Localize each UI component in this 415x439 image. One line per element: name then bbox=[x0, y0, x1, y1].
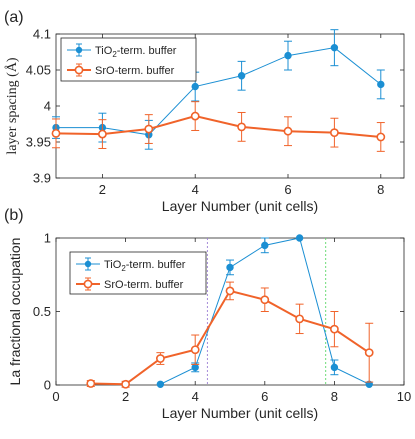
data-point bbox=[295, 234, 304, 242]
data-point bbox=[284, 51, 292, 60]
y-axis-label: La fractional occupation bbox=[7, 238, 23, 386]
x-tick-label: 0 bbox=[52, 389, 59, 404]
y-tick-label: 4 bbox=[44, 99, 51, 114]
data-point bbox=[261, 241, 269, 250]
data-point bbox=[191, 82, 199, 91]
data-point bbox=[98, 129, 107, 139]
legend-marker bbox=[84, 260, 92, 268]
legend-marker bbox=[75, 46, 83, 54]
data-point bbox=[295, 314, 304, 324]
x-tick-label: 8 bbox=[331, 389, 338, 404]
data-point bbox=[330, 363, 339, 372]
y-tick-label: 1 bbox=[44, 231, 51, 246]
data-point bbox=[377, 80, 385, 89]
legend-box bbox=[60, 37, 197, 82]
y-tick-label: 3.95 bbox=[26, 135, 51, 150]
data-point bbox=[329, 128, 339, 138]
legend-marker bbox=[74, 65, 84, 75]
legend-label: TiO2-term. buffer bbox=[104, 259, 186, 273]
data-point bbox=[225, 286, 235, 296]
x-tick-label: 2 bbox=[99, 182, 106, 197]
data-point bbox=[226, 263, 234, 272]
x-tick-label: 4 bbox=[192, 182, 199, 197]
y-tick-label: 4.1 bbox=[33, 27, 51, 42]
legend-label: TiO2-term. buffer bbox=[95, 45, 177, 59]
y-axis-label: layer spacing (Å) bbox=[4, 57, 20, 155]
data-point bbox=[190, 111, 200, 121]
data-point bbox=[376, 132, 386, 142]
panel-label: (a) bbox=[4, 9, 24, 26]
legend-item: TiO2-term. buffer bbox=[76, 257, 186, 273]
data-point bbox=[237, 72, 246, 80]
x-axis-label: Layer Number (unit cells) bbox=[162, 405, 318, 421]
data-point bbox=[191, 363, 199, 372]
y-tick-label: 0 bbox=[44, 378, 51, 393]
data-point bbox=[260, 295, 270, 305]
y-tick-label: 4.05 bbox=[26, 63, 51, 78]
data-point bbox=[156, 380, 165, 388]
data-point bbox=[237, 122, 246, 132]
x-tick-label: 6 bbox=[284, 182, 291, 197]
data-point bbox=[330, 43, 339, 52]
x-tick-label: 4 bbox=[192, 389, 199, 404]
data-point bbox=[144, 124, 154, 134]
data-point bbox=[190, 345, 200, 355]
series-line bbox=[55, 115, 381, 138]
chart-panel-1: 2 4 6 8 3.9 3.95 4 4.05 4.1 Layer Number (unit ce… bbox=[4, 9, 405, 214]
data-point bbox=[283, 126, 293, 136]
x-tick-label: 8 bbox=[377, 182, 384, 197]
y-tick-label: 3.9 bbox=[33, 171, 51, 186]
x-tick-label: 6 bbox=[261, 389, 268, 404]
legend-box bbox=[69, 251, 207, 295]
series-2 bbox=[86, 281, 374, 389]
data-point bbox=[364, 348, 374, 358]
series-2 bbox=[51, 101, 386, 152]
legend-label: SrO-term. buffer bbox=[104, 279, 184, 291]
data-point bbox=[51, 128, 61, 138]
legend: TiO2-term. buffer SrO-term. buffer bbox=[69, 251, 207, 295]
data-point bbox=[329, 324, 339, 334]
chart-panel-2: 0 2 4 6 8 10 0 0.5 1 Layer Number (unit cells) La … bbox=[4, 207, 411, 421]
legend-label: SrO-term. buffer bbox=[95, 65, 175, 77]
x-axis-label: Layer Number (unit cells) bbox=[162, 198, 318, 214]
x-tick-label: 10 bbox=[397, 389, 411, 404]
x-tick-label: 2 bbox=[122, 389, 129, 404]
legend: TiO2-term. buffer SrO-term. buffer bbox=[60, 37, 197, 82]
y-tick-label: 0.5 bbox=[33, 304, 51, 319]
legend-item: TiO2-term. buffer bbox=[67, 43, 177, 59]
series-line bbox=[56, 47, 382, 136]
data-point bbox=[86, 379, 96, 388]
legend-item: SrO-term. buffer bbox=[67, 63, 175, 77]
data-point bbox=[155, 354, 165, 363]
panel-label: (b) bbox=[4, 207, 24, 224]
legend-item: SrO-term. buffer bbox=[76, 277, 184, 291]
legend-marker bbox=[83, 279, 93, 289]
data-point bbox=[121, 379, 130, 389]
